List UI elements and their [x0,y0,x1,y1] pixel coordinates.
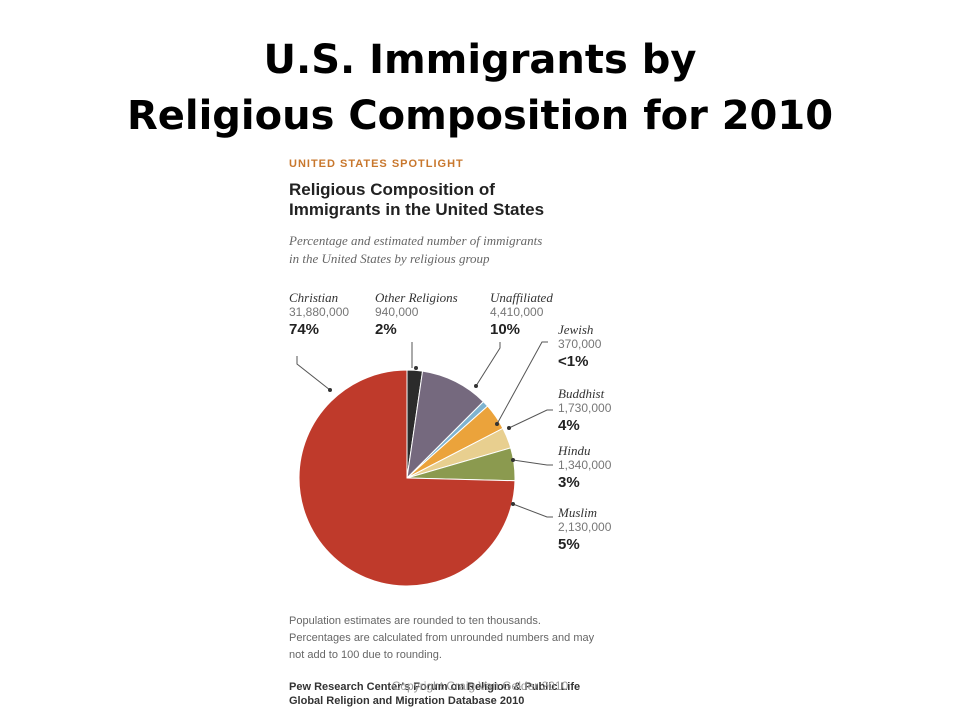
source-line1: Pew Research Center's Forum on Religion … [289,681,581,693]
label-name-christian: Christian [289,290,338,305]
label-count-buddhist: 1,730,000 [558,401,612,415]
leader-dot-buddhist [507,426,511,430]
pie-slices [298,369,516,587]
label-name-buddhist: Buddhist [558,386,605,401]
label-name-jewish: Jewish [558,322,593,337]
label-name-muslim: Muslim [557,505,597,520]
label-count-jewish: 370,000 [558,337,602,351]
label-count-christian: 31,880,000 [289,305,349,319]
chart-subtitle-line2: in the United States by religious group [289,251,490,266]
copyright-text: Copyright Craig Van Gelder 2010 [391,679,569,693]
pie-leader-lines [296,341,553,518]
label-pct-other-religions: 2% [375,321,397,338]
label-pct-hindu: 3% [558,474,580,491]
label-name-other-religions: Other Religions [375,290,458,305]
chart-subtitle: Percentage and estimated number of immig… [289,232,542,268]
leader-line-buddhist [508,409,553,429]
label-name-unaffiliated: Unaffiliated [490,290,553,305]
leader-dot-hindu [511,458,515,462]
footnote-line3: not add to 100 due to rounding. [289,649,442,661]
leader-dot-other-religions [414,366,418,370]
label-pct-unaffiliated: 10% [490,321,520,338]
leader-dot-christian [328,388,332,392]
slide-title-line1: U.S. Immigrants by [263,37,697,83]
label-pct-jewish: <1% [558,353,588,370]
leader-line-unaffiliated [475,342,501,387]
label-pct-muslim: 5% [558,536,580,553]
slide-title: U.S. Immigrants by Religious Composition… [0,32,960,144]
leader-dot-unaffiliated [474,384,478,388]
leader-line-jewish [496,341,548,425]
slide-title-line2: Religious Composition for 2010 [126,93,834,139]
label-count-muslim: 2,130,000 [558,520,612,534]
footnote-line2: Percentages are calculated from unrounde… [289,632,595,644]
spotlight-label: UNITED STATES SPOTLIGHT [289,158,464,170]
footnote: Population estimates are rounded to ten … [289,613,594,664]
label-pct-christian: 74% [289,321,319,338]
chart-subtitle-line1: Percentage and estimated number of immig… [289,233,543,248]
leader-line-christian [296,356,331,391]
leader-dot-jewish [495,422,499,426]
chart-title-line2: Immigrants in the United States [289,200,545,219]
label-count-hindu: 1,340,000 [558,458,612,472]
source: Pew Research Center's Forum on Religion … [289,680,580,708]
leader-line-hindu [512,459,553,466]
label-pct-buddhist: 4% [558,417,580,434]
label-count-other-religions: 940,000 [375,305,419,319]
pie-slice-christian [298,369,516,587]
footnote-line1: Population estimates are rounded to ten … [289,615,541,627]
leader-line-muslim [512,503,553,518]
label-name-hindu: Hindu [557,443,591,458]
chart-title: Religious Composition of Immigrants in t… [289,180,544,220]
source-line2: Global Religion and Migration Database 2… [289,695,525,707]
label-count-unaffiliated: 4,410,000 [490,305,544,319]
leader-dot-muslim [511,502,515,506]
chart-title-line1: Religious Composition of [289,180,495,199]
